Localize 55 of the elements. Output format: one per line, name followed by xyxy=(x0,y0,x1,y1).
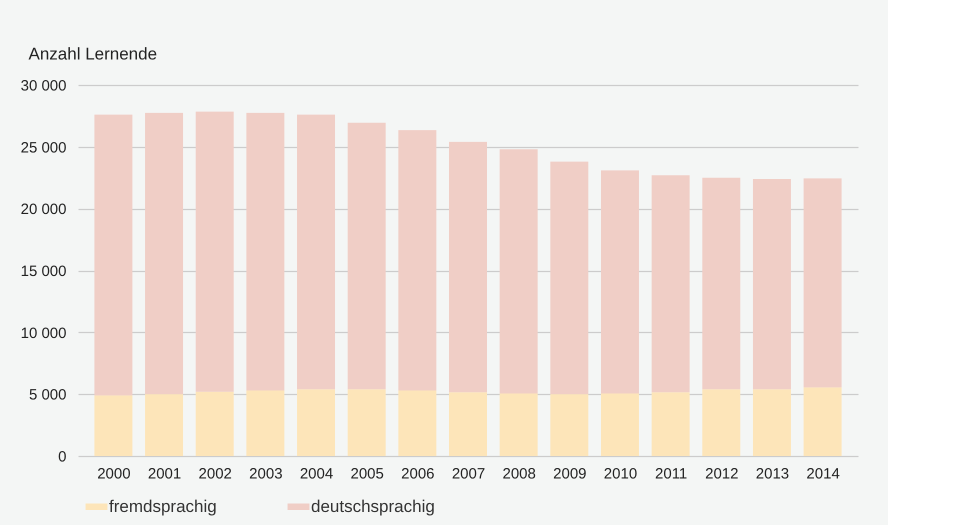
bar xyxy=(398,390,436,456)
y-tick-label: 5 000 xyxy=(28,386,66,404)
x-tick-label: 2006 xyxy=(401,466,435,482)
x-tick-label: 2011 xyxy=(655,466,688,482)
x-tick-label: 2014 xyxy=(806,466,840,482)
y-axis-title: Anzahl Lernende xyxy=(28,44,158,64)
bar xyxy=(752,178,791,390)
x-tick-label: 2001 xyxy=(148,466,182,482)
bar xyxy=(449,142,487,392)
bar xyxy=(94,395,132,456)
bar xyxy=(550,394,588,456)
bar xyxy=(94,114,132,396)
y-tick-label: 25 000 xyxy=(20,139,66,156)
x-tick-label: 2002 xyxy=(198,466,232,482)
y-tick-label: 10 000 xyxy=(20,324,66,342)
bar xyxy=(652,392,690,456)
bar xyxy=(804,387,842,456)
x-tick-label: 2000 xyxy=(97,466,131,482)
x-tick-label: 2012 xyxy=(705,466,738,482)
bar xyxy=(702,389,740,456)
bar xyxy=(196,392,234,456)
bar xyxy=(600,170,639,394)
bar xyxy=(804,178,842,388)
bar xyxy=(348,389,386,456)
x-tick-label: 2013 xyxy=(756,466,790,482)
bar xyxy=(449,392,487,456)
bar xyxy=(196,112,234,392)
bar xyxy=(702,178,740,390)
bar xyxy=(500,149,538,394)
bar xyxy=(246,112,284,390)
x-tick-label: 2004 xyxy=(300,466,334,482)
x-tick-label: 2003 xyxy=(249,466,283,482)
y-tick-label: 30 000 xyxy=(20,78,66,94)
bar xyxy=(246,390,284,456)
x-tick-label: 2008 xyxy=(502,466,536,482)
y-tick-label: 20 000 xyxy=(20,201,66,218)
bar xyxy=(652,175,690,392)
bar xyxy=(752,389,791,456)
bar xyxy=(145,112,184,394)
bar xyxy=(550,162,588,394)
x-tick-label: 2010 xyxy=(604,466,638,482)
bar xyxy=(297,114,336,390)
bar xyxy=(500,394,538,456)
bar xyxy=(348,122,386,390)
bar xyxy=(398,130,436,390)
bar xyxy=(600,394,639,456)
bar xyxy=(145,394,184,456)
y-tick-label: 0 xyxy=(58,448,66,466)
y-tick-label: 15 000 xyxy=(20,263,66,280)
x-tick-label: 2007 xyxy=(452,466,486,482)
x-tick-label: 2005 xyxy=(350,466,384,482)
legend-label: deutschsprachig xyxy=(311,496,435,516)
legend-label: fremdsprachig xyxy=(109,496,217,516)
bar xyxy=(297,389,336,456)
x-tick-label: 2009 xyxy=(553,466,587,482)
